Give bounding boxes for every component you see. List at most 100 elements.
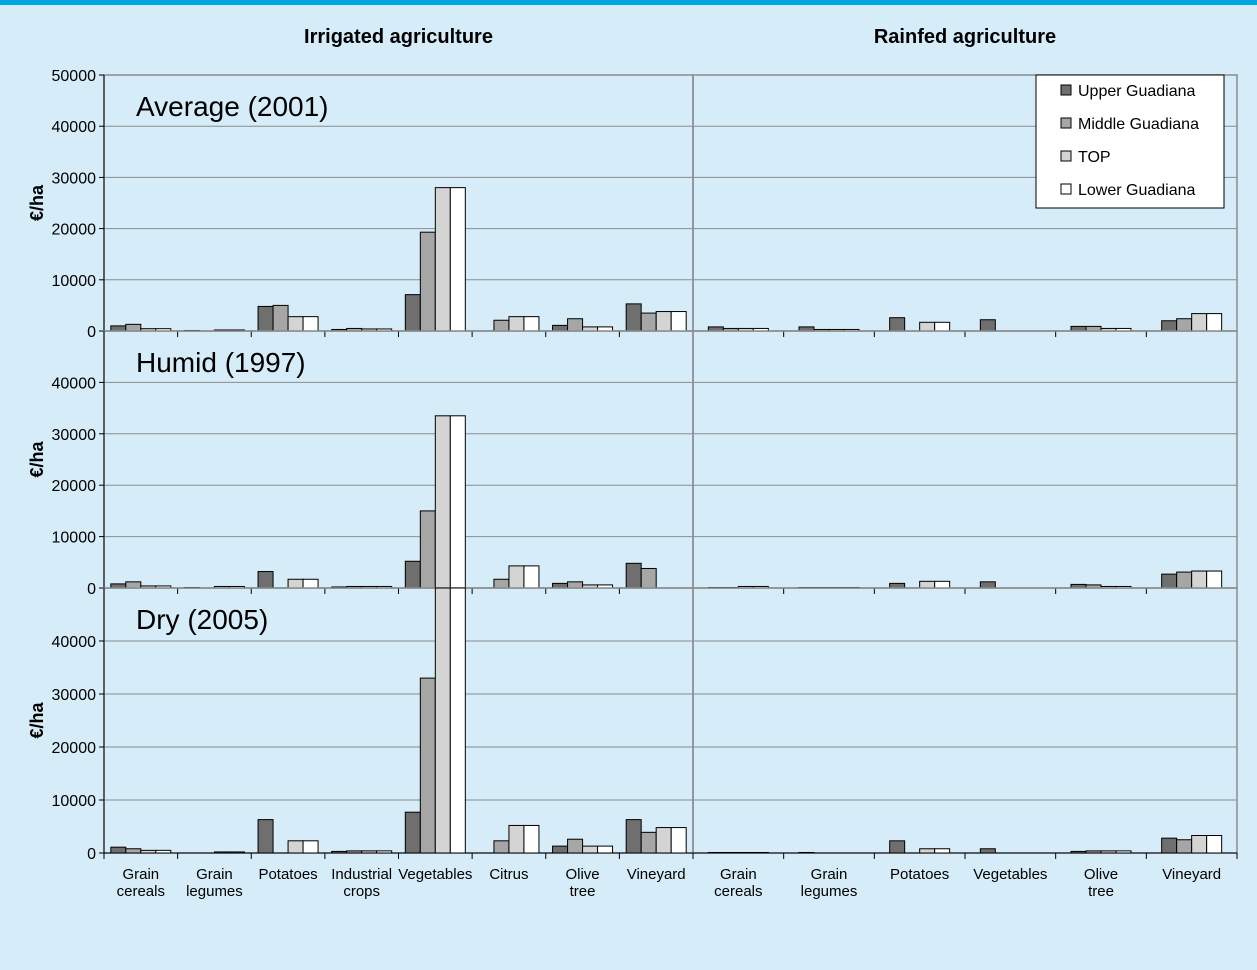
bar — [449, 587, 466, 854]
bar — [272, 304, 289, 332]
x-tick-label: Industrial crops — [331, 866, 392, 900]
x-tick-label: Vineyard — [1162, 866, 1221, 883]
bar — [1191, 570, 1208, 589]
bar — [523, 316, 540, 332]
bar — [919, 321, 936, 332]
bar — [493, 840, 510, 854]
bar — [1176, 839, 1193, 854]
bar — [493, 578, 510, 589]
chart-panel-irrigated-3: 0 10000 20000 30000 40000 €/ha Dry (2005) — [27, 587, 694, 863]
x-tick-label: Citrus — [489, 866, 528, 883]
bar — [257, 819, 274, 854]
bar — [1206, 570, 1223, 589]
panel-frame — [692, 330, 1238, 589]
x-tick-label: Grain legumes — [186, 866, 243, 900]
bar — [125, 581, 142, 589]
x-tick-label: Vegetables — [398, 866, 472, 883]
bar — [567, 838, 584, 854]
y-tick-label: 10000 — [52, 793, 97, 810]
legend-swatch — [1060, 183, 1072, 195]
bar — [508, 565, 525, 589]
legend-swatch — [1060, 150, 1072, 162]
panel-title: Average (2001) — [136, 91, 329, 122]
bar — [419, 510, 436, 589]
y-tick-label: 20000 — [52, 740, 97, 757]
bar — [257, 305, 274, 332]
bar — [670, 827, 687, 854]
bar — [110, 325, 127, 332]
top-accent-bar — [0, 0, 1257, 5]
legend-label: Upper Guadiana — [1078, 83, 1196, 100]
bar — [434, 415, 451, 589]
y-tick-label: 0 — [87, 324, 96, 341]
bar — [1176, 571, 1193, 589]
y-axis-label: €/ha — [27, 702, 47, 739]
bar — [655, 311, 672, 332]
bar — [1161, 837, 1178, 854]
panel-title: Dry (2005) — [136, 604, 268, 635]
x-tick-label: Potatoes — [258, 866, 317, 883]
bar — [287, 316, 304, 332]
y-tick-label: 20000 — [52, 478, 97, 495]
x-tick-label: Olive tree — [565, 866, 599, 900]
heading-rainfed: Rainfed agriculture — [874, 26, 1056, 48]
panel-frame — [692, 587, 1238, 854]
bar — [582, 845, 599, 854]
bar — [523, 824, 540, 854]
bar — [1161, 320, 1178, 332]
legend-swatch — [1060, 117, 1072, 129]
bar — [640, 312, 657, 332]
bar — [1161, 573, 1178, 589]
bar — [934, 848, 951, 854]
bar — [979, 581, 996, 589]
bar — [449, 415, 466, 589]
x-tick-label: Olive tree — [1084, 866, 1118, 900]
bar — [1176, 318, 1193, 332]
panel-title: Humid (1997) — [136, 347, 306, 378]
bar — [625, 303, 642, 332]
bar — [419, 231, 436, 332]
legend-swatch — [1060, 84, 1072, 96]
bar — [302, 316, 319, 332]
chart-panel-irrigated-1: 0 10000 20000 30000 40000 50000 €/ha Average (2… — [27, 68, 694, 341]
bar — [934, 580, 951, 589]
x-tick-label: Grain cereals — [117, 866, 165, 900]
bar — [655, 827, 672, 854]
bar — [889, 840, 906, 854]
bar — [434, 587, 451, 854]
x-tick-label: Vineyard — [627, 866, 686, 883]
bar — [493, 319, 510, 332]
bar — [567, 318, 584, 332]
bar — [934, 321, 951, 332]
chart-panel-irrigated-2: 0 10000 20000 30000 40000 €/ha Humid (1997) — [27, 330, 694, 598]
bar — [404, 811, 421, 854]
bar — [1206, 835, 1223, 854]
y-axis-label: €/ha — [27, 184, 47, 221]
y-tick-label: 10000 — [52, 273, 97, 290]
bar — [567, 581, 584, 589]
bar — [640, 831, 657, 854]
bar — [625, 562, 642, 589]
x-tick-label: Vegetables — [973, 866, 1047, 883]
bar — [625, 819, 642, 854]
bar — [125, 323, 142, 332]
bar — [302, 840, 319, 854]
bar — [110, 846, 127, 854]
bar — [919, 848, 936, 854]
bar — [552, 324, 569, 332]
y-tick-label: 40000 — [52, 375, 97, 392]
y-tick-label: 50000 — [52, 68, 97, 85]
x-tick-label: Potatoes — [890, 866, 949, 883]
bar — [640, 567, 657, 589]
bar — [287, 578, 304, 589]
y-tick-label: 40000 — [52, 119, 97, 136]
heading-irrigated: Irrigated agriculture — [304, 26, 493, 48]
x-tick-label: Grain cereals — [714, 866, 762, 900]
x-tick-label: Grain legumes — [801, 866, 858, 900]
bar — [670, 311, 687, 332]
bar — [404, 294, 421, 332]
bar — [523, 565, 540, 589]
bar — [889, 317, 906, 332]
